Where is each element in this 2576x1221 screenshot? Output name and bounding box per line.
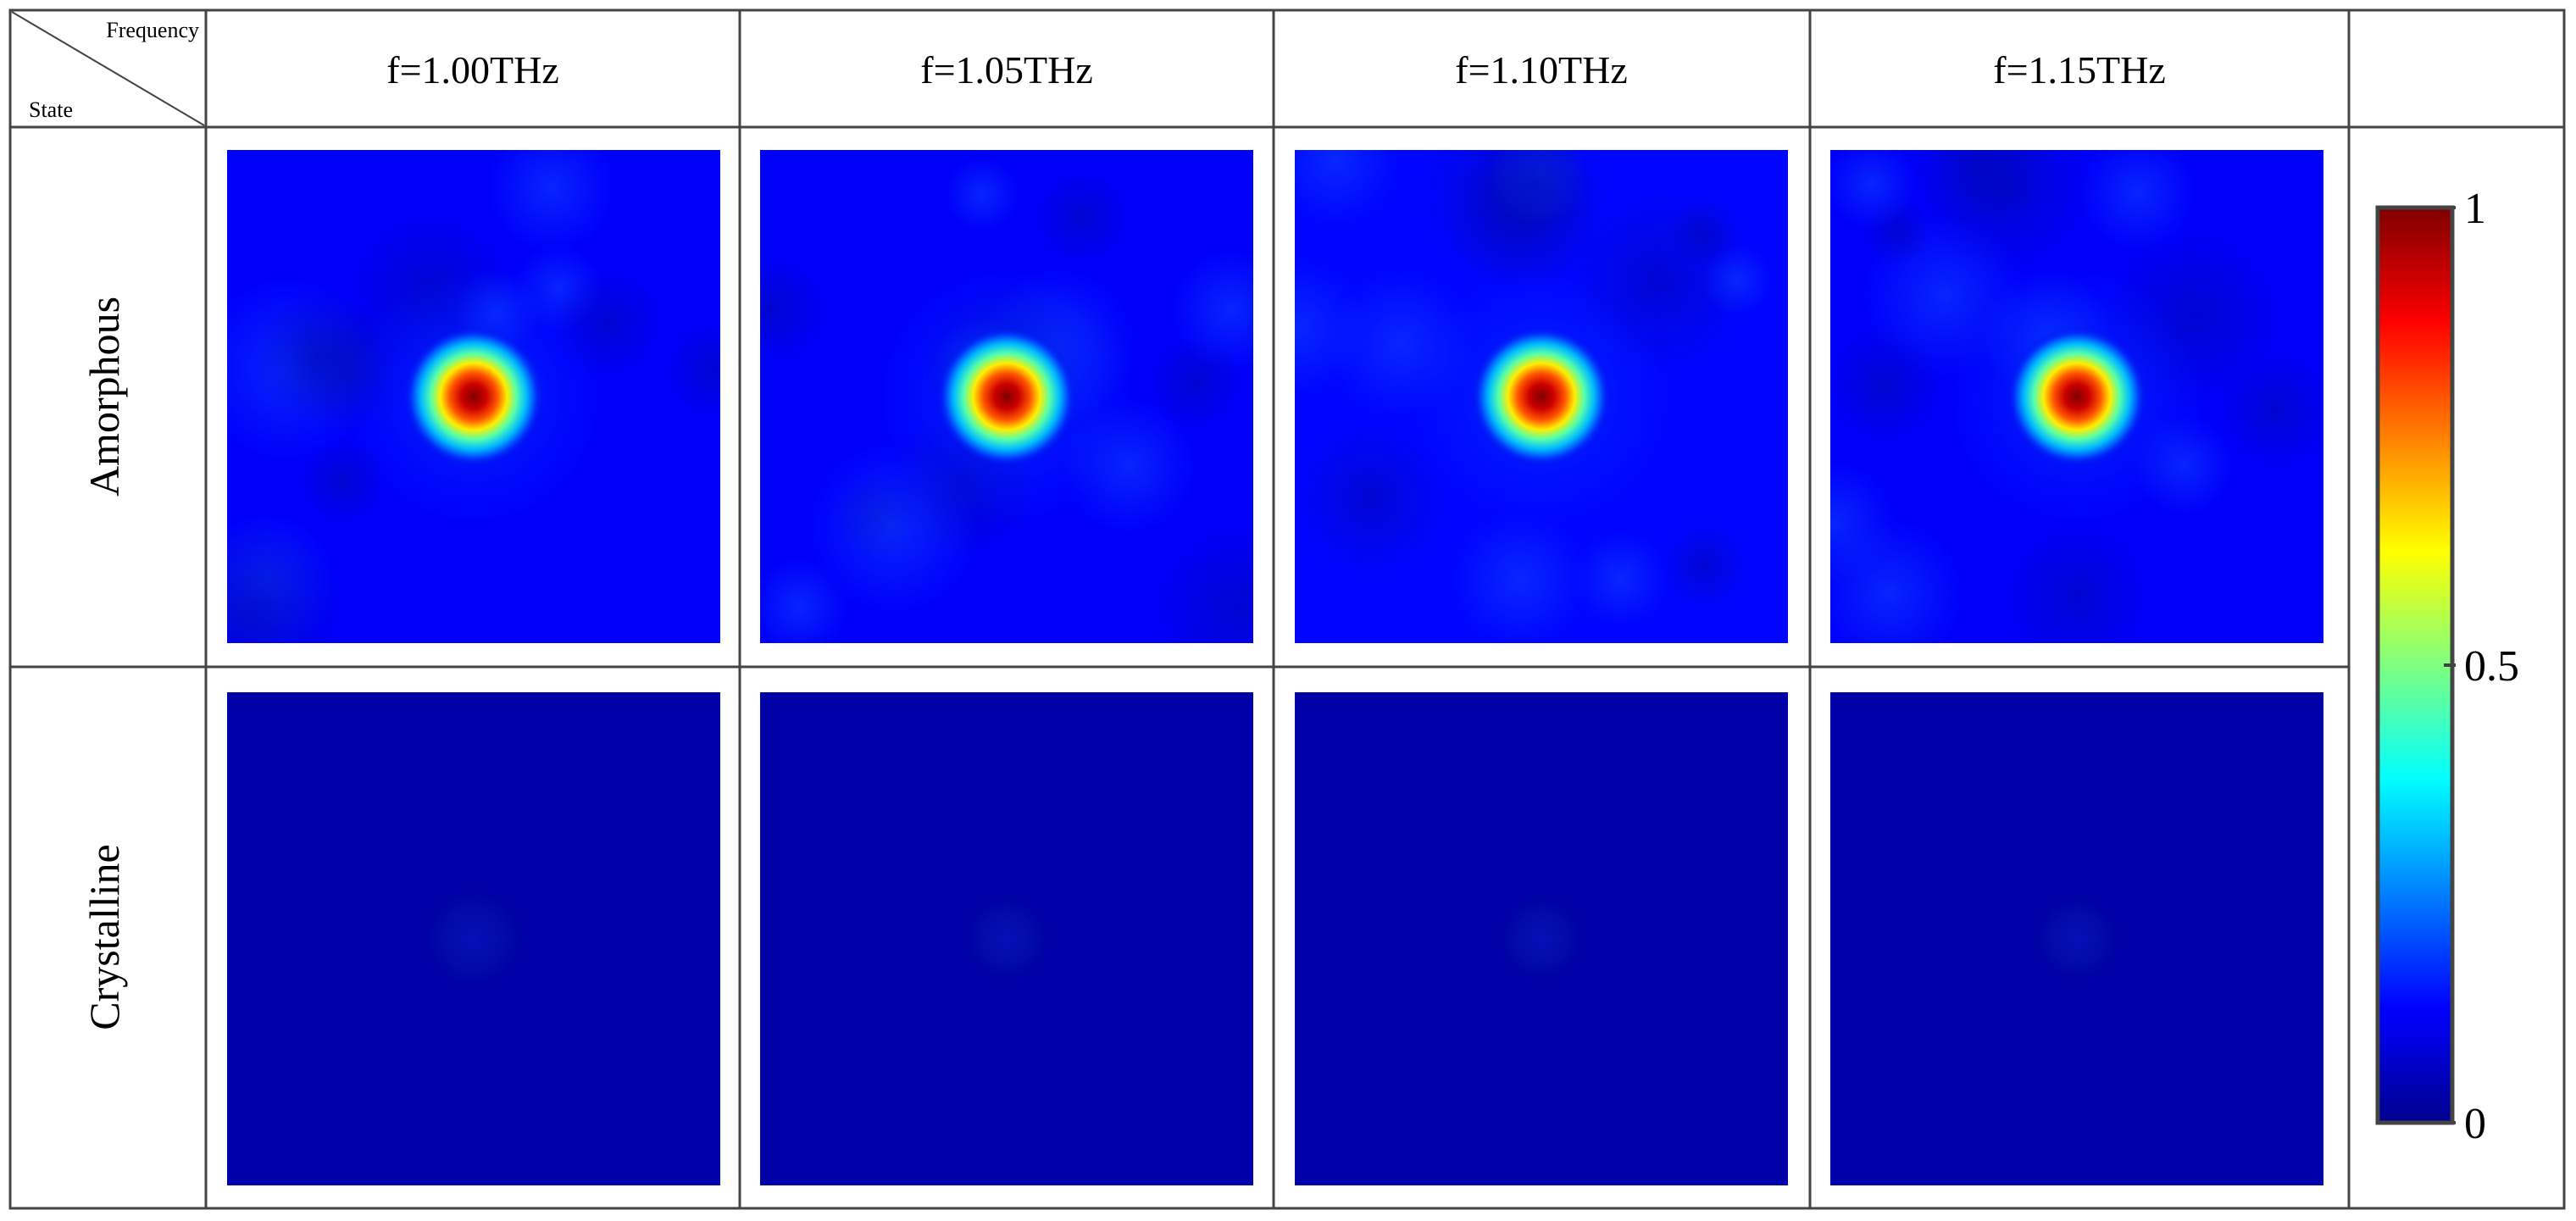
field-ripple — [760, 254, 828, 365]
column-header: f=1.15THz — [1993, 48, 2166, 92]
field-ripple — [2218, 351, 2323, 469]
table-grid — [8, 8, 2566, 1210]
field-ripple — [945, 158, 1019, 231]
row-header: Crystalline — [80, 844, 128, 1030]
field-ripple — [1296, 423, 1446, 574]
field-ripple — [1830, 150, 1917, 229]
column-header: f=1.05THz — [920, 48, 1093, 92]
field-ripple — [1295, 150, 1402, 226]
field-ripple — [1668, 197, 1740, 269]
colorbar-tick-label: 0 — [2464, 1100, 2486, 1148]
field-ripple — [760, 558, 848, 643]
field-ripple — [227, 521, 344, 643]
field-ripple — [1830, 519, 1963, 643]
heatmap-cell — [760, 150, 1253, 643]
field-ripple — [1295, 258, 1368, 397]
heatmap-texture — [227, 150, 720, 643]
field-ripple — [1152, 522, 1253, 643]
heatmap-texture — [760, 158, 1253, 643]
corner-header: Frequency State — [11, 11, 205, 126]
field-ripple — [1451, 511, 1589, 643]
colorbar-ticks: 10.50 — [2444, 185, 2519, 1148]
heatmap-cell — [1830, 150, 2323, 643]
row-headers: Amorphous Crystalline — [80, 297, 128, 1030]
focus-spot — [421, 886, 526, 991]
focus-spot — [2031, 893, 2123, 985]
corner-diagonal — [11, 11, 205, 126]
field-ripple — [1171, 250, 1253, 370]
heatmap-cell — [1295, 692, 1788, 1185]
corner-row-label: State — [29, 97, 73, 122]
field-ripple — [665, 322, 720, 418]
heatmap-cell — [760, 692, 1253, 1185]
column-headers: f=1.00THz f=1.05THz f=1.10THz f=1.15THz — [386, 48, 2166, 92]
colorbar: 10.50 — [2375, 185, 2519, 1148]
heatmap-cell — [1295, 150, 1788, 643]
field-ripple — [1035, 169, 1130, 264]
focus-spot — [961, 893, 1052, 985]
field-ripple — [1573, 531, 1668, 627]
heatmap-texture — [1830, 150, 2323, 643]
heatmap-texture — [1295, 150, 1773, 643]
focus-spot — [1472, 327, 1611, 466]
corner-column-label: Frequency — [106, 18, 199, 42]
heatmap-cell — [1830, 692, 2323, 1185]
heatmap-cell — [227, 150, 720, 643]
field-ripple — [2079, 150, 2196, 251]
field-ripple — [487, 150, 615, 252]
focus-spot — [937, 327, 1076, 466]
field-ripple — [1480, 150, 1591, 237]
heatmap-texture — [2031, 893, 2123, 985]
field-ripple — [1830, 327, 1943, 445]
column-header: f=1.10THz — [1455, 48, 1628, 92]
heatmap-texture — [421, 886, 526, 991]
heatmap-texture — [1496, 893, 1587, 985]
focus-spot — [2007, 327, 2146, 466]
heatmap-texture — [961, 893, 1052, 985]
heatmap-cells — [227, 150, 2323, 1185]
focus-spot — [1496, 893, 1587, 985]
field-ripple — [2001, 523, 2151, 643]
heatmap-cell — [227, 692, 720, 1185]
row-header: Amorphous — [80, 297, 128, 497]
colorbar-tick-label: 0.5 — [2464, 642, 2519, 691]
field-ripple — [1662, 523, 1747, 608]
column-header: f=1.00THz — [386, 48, 559, 92]
colorbar-tick-label: 1 — [2464, 185, 2486, 233]
field-ripple — [1910, 150, 2050, 235]
colorbar-gradient — [2375, 205, 2455, 1125]
focus-spot — [404, 327, 543, 466]
